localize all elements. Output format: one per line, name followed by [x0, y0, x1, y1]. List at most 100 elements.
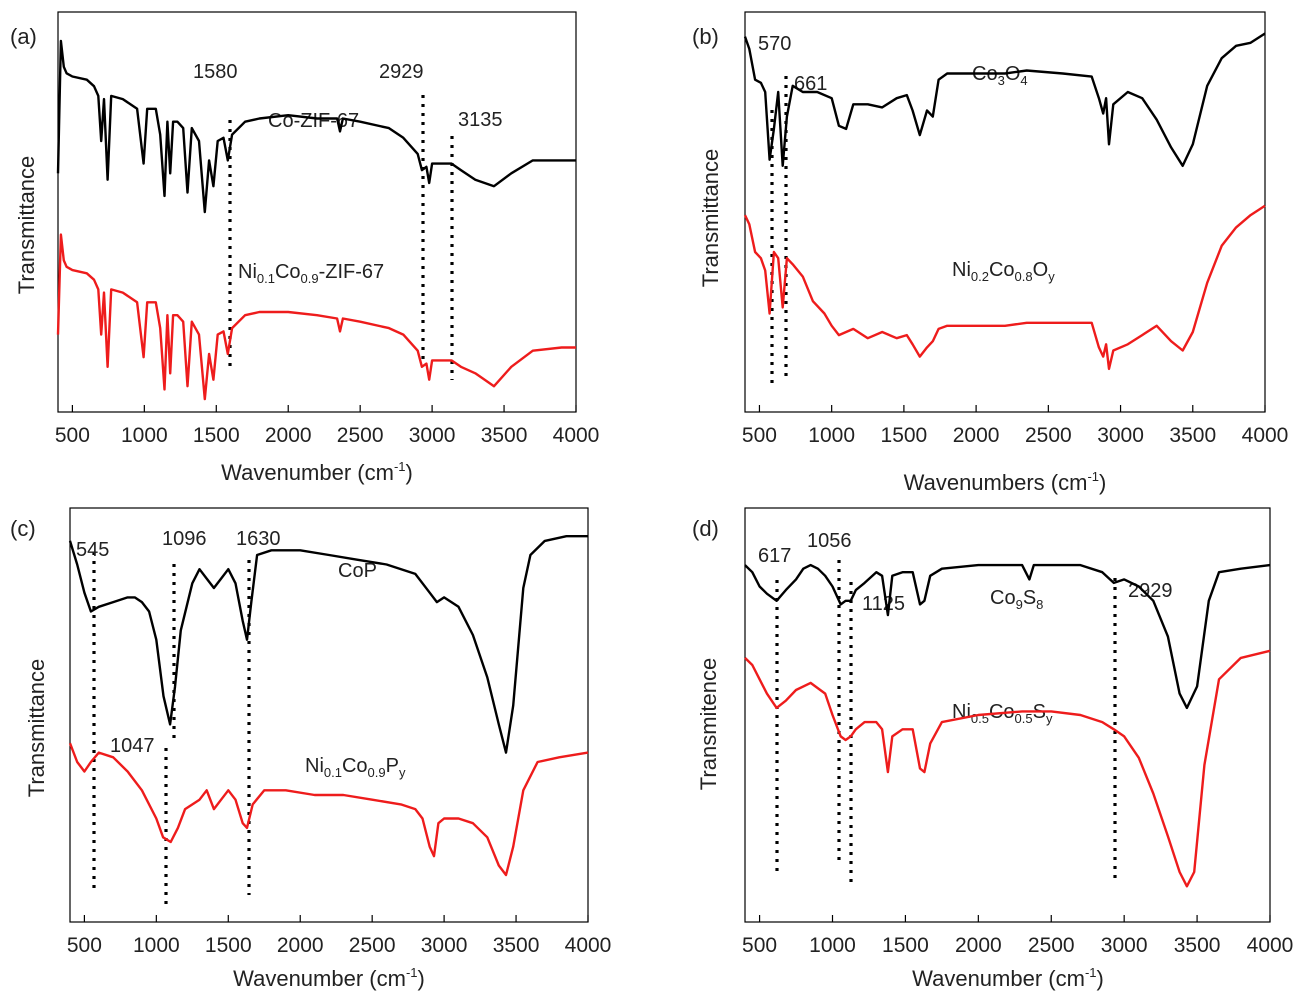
panel-b: (b) Transmittance Wavenumbers (cm-1) 500… — [692, 11, 1288, 495]
series-label-part: CoP — [338, 560, 377, 582]
series-label-subscript: y — [1046, 711, 1053, 726]
x-axis-label: Wavenumber (cm-1) — [233, 965, 425, 991]
series-label-part: Ni — [238, 261, 257, 283]
series-line-black — [743, 32, 1266, 168]
series-layer — [56, 39, 576, 401]
y-axis-label: Transmittance — [698, 149, 723, 288]
plot-frame — [69, 507, 589, 923]
panel-c: (c) Transmittance Wavenumber (cm-1) 500 1… — [10, 507, 612, 991]
peak-lines — [92, 552, 251, 905]
series-label-subscript: y — [399, 765, 406, 780]
series-label-part: Co — [275, 261, 301, 283]
x-axis-label-exponent: -1 — [1085, 965, 1097, 980]
series-label-part: Co-ZIF-67 — [268, 110, 359, 132]
x-tick-label: 3500 — [1169, 424, 1216, 447]
x-tick-label: 2500 — [349, 934, 396, 957]
x-tick-label: 3000 — [409, 424, 456, 447]
x-tick-label: 500 — [742, 424, 777, 447]
series-label: Co-ZIF-67 — [268, 110, 359, 132]
x-tick-label: 3000 — [1101, 934, 1148, 957]
plot-frame — [744, 11, 1266, 413]
series-label-part: Co — [342, 755, 368, 777]
peak-label: 1056 — [807, 530, 852, 552]
x-axis-label: Wavenumber (cm-1) — [221, 459, 413, 485]
x-axis-label-exponent: -1 — [406, 965, 418, 980]
peak-label: 570 — [758, 33, 791, 55]
x-tick-label: 500 — [67, 934, 102, 957]
x-axis-label-exponent: -1 — [1087, 469, 1099, 484]
series-label-subscript: 0.1 — [324, 765, 342, 780]
x-tick-label: 2000 — [277, 934, 324, 957]
series-label: CoP — [338, 560, 377, 582]
peak-label: 545 — [76, 539, 109, 561]
x-ticks: 500 1000 1500 2000 2500 3000 3500 4000 — [55, 405, 599, 447]
peak-label: 2929 — [379, 61, 424, 83]
series-label: Co9S8 — [990, 587, 1043, 612]
x-tick-label: 3500 — [1174, 934, 1221, 957]
plot-frame — [57, 11, 577, 413]
series-line-red — [68, 742, 589, 877]
series-layer — [743, 32, 1266, 371]
x-tick-label: 4000 — [565, 934, 612, 957]
x-tick-label: 1000 — [809, 934, 856, 957]
peak-label: 661 — [794, 73, 827, 95]
x-tick-label: 2500 — [1025, 424, 1072, 447]
series-line-red — [744, 649, 1271, 888]
series-line-red — [743, 204, 1266, 371]
peak-lines — [770, 76, 788, 388]
series-label-subscript: 0.5 — [1015, 711, 1033, 726]
peak-label: 617 — [758, 545, 791, 567]
peak-label: 3135 — [458, 109, 503, 131]
x-axis-label-unit: (cm — [1051, 470, 1088, 495]
x-tick-label: 1000 — [808, 424, 855, 447]
x-tick-label: 500 — [55, 424, 90, 447]
peak-label: 1630 — [236, 528, 281, 550]
x-axis-label-main: Wavenumber — [912, 966, 1048, 991]
panel-label: (d) — [692, 516, 719, 541]
x-tick-label: 2500 — [1028, 934, 1075, 957]
x-tick-label: 1000 — [121, 424, 168, 447]
series-label-subscript: 0.9 — [368, 765, 386, 780]
x-tick-label: 4000 — [1247, 934, 1294, 957]
peak-label: 1096 — [162, 528, 207, 550]
x-tick-label: 4000 — [1242, 424, 1289, 447]
x-tick-label: 2000 — [955, 934, 1002, 957]
x-axis-label-close: ) — [406, 460, 413, 485]
x-tick-label: 4000 — [553, 424, 600, 447]
panel-label: (c) — [10, 516, 36, 541]
x-tick-label: 1500 — [205, 934, 252, 957]
x-axis-label-close: ) — [418, 966, 425, 991]
peak-label: 1125 — [862, 593, 905, 615]
series-label-part: -ZIF-67 — [319, 261, 385, 283]
series-label-part: S — [1023, 587, 1036, 609]
series-label-subscript: 9 — [1016, 597, 1023, 612]
x-axis-label-close: ) — [1097, 966, 1104, 991]
series-label-part: O — [1033, 259, 1049, 281]
x-ticks: 500 1000 1500 2000 2500 3000 3500 4000 — [742, 405, 1288, 447]
series-line-black — [68, 535, 588, 754]
peak-label: 1047 — [110, 735, 155, 757]
series-label-part: Ni — [305, 755, 324, 777]
peak-lines — [775, 560, 1117, 882]
x-tick-label: 2500 — [337, 424, 384, 447]
series-label-subscript: 0.8 — [1015, 269, 1033, 284]
series-label: Co3O4 — [972, 63, 1028, 88]
series-label-part: O — [1005, 63, 1021, 85]
series-label-part: Co — [990, 587, 1016, 609]
x-axis-label-main: Wavenumbers — [904, 470, 1051, 495]
panel-a: (a) Transmittance Wavenumber (cm-1) 500 1… — [10, 11, 599, 485]
series-line-black — [56, 39, 576, 214]
x-tick-label: 3500 — [493, 934, 540, 957]
x-tick-label: 2000 — [953, 424, 1000, 447]
x-axis-label-unit: (cm — [357, 460, 394, 485]
peak-lines — [228, 95, 454, 380]
x-axis-label: Wavenumber (cm-1) — [912, 965, 1104, 991]
series-layer — [744, 563, 1271, 888]
x-tick-label: 500 — [742, 934, 777, 957]
x-axis-label-close: ) — [1099, 470, 1106, 495]
x-axis-label-exponent: -1 — [394, 459, 406, 474]
series-label-subscript: 3 — [998, 73, 1005, 88]
x-tick-label: 1500 — [881, 424, 928, 447]
x-ticks: 500 1000 1500 2000 2500 3000 3500 4000 — [742, 915, 1293, 957]
